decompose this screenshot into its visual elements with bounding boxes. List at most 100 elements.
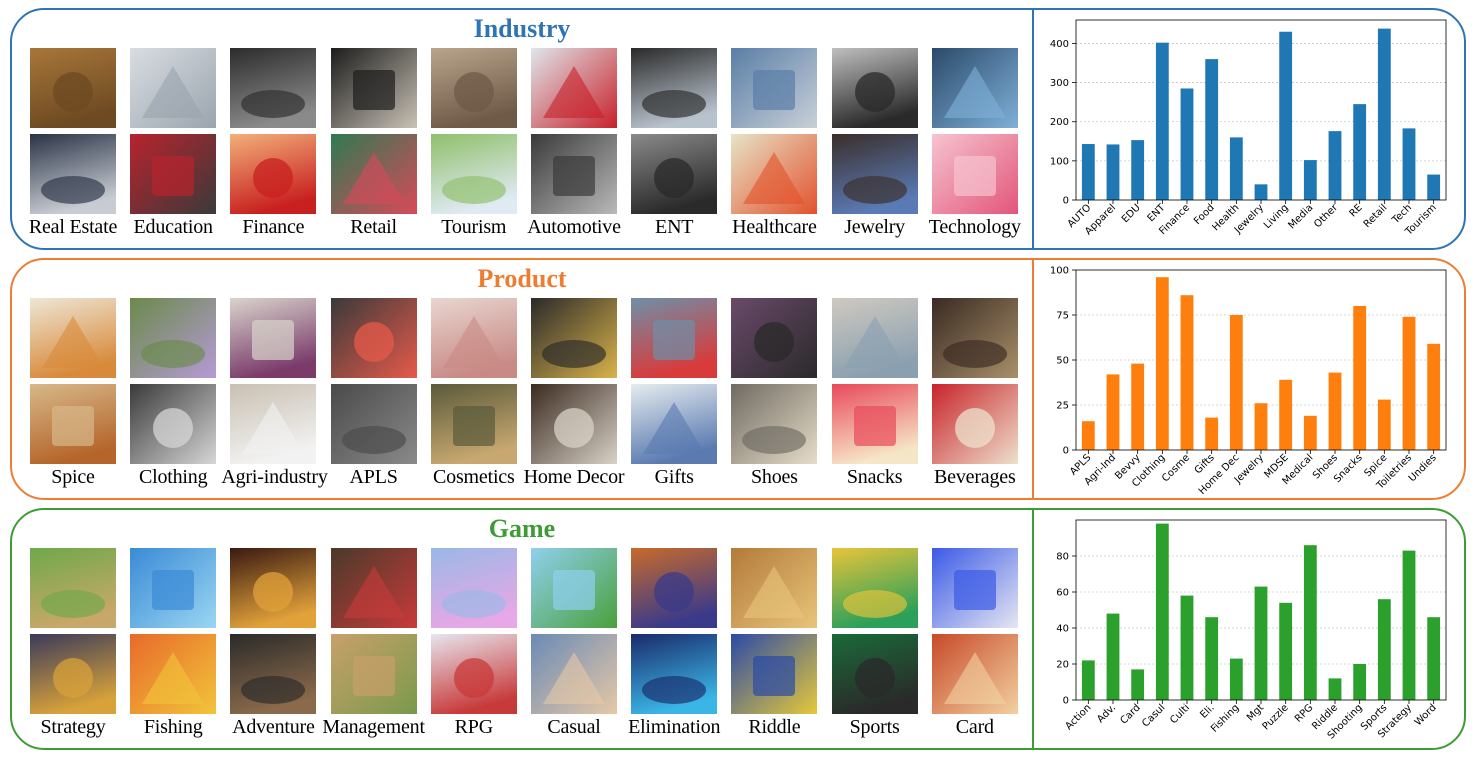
category-label: Jewelry	[844, 216, 905, 238]
couple-illustration-photo	[931, 134, 1018, 214]
bar	[1180, 88, 1194, 200]
bar	[1303, 415, 1317, 450]
bar	[1377, 28, 1391, 200]
category-label: Real Estate	[28, 216, 118, 238]
bar	[1377, 599, 1391, 700]
x-tick-label: Undies	[1407, 452, 1439, 484]
panel-divider	[1032, 260, 1034, 498]
bar	[1279, 602, 1293, 700]
bar	[1402, 550, 1416, 700]
red-car-photo	[531, 48, 617, 128]
watch-photo	[330, 48, 417, 128]
x-tick-label: RE	[1348, 202, 1365, 219]
y-tick-label: 20	[1056, 660, 1069, 671]
bar	[1205, 417, 1219, 450]
y-tick-label: 80	[1056, 552, 1069, 563]
warrior-game-screen	[330, 548, 417, 628]
category-label: RPG	[454, 716, 494, 738]
tea-box-photo	[931, 298, 1018, 378]
x-tick-label: Other	[1312, 202, 1340, 230]
category-label: APLS	[349, 466, 398, 488]
hair-clip-photo	[831, 134, 918, 214]
bar	[1353, 306, 1367, 450]
candied-fruit-photo	[831, 384, 918, 464]
y-tick-label: 100	[1050, 266, 1069, 277]
fruit-puzzle-screen	[731, 634, 818, 714]
game-title: Game	[488, 514, 556, 543]
y-tick-label: 200	[1050, 117, 1069, 128]
bar	[1279, 31, 1293, 200]
bar	[1402, 316, 1416, 450]
campus-photo	[130, 48, 217, 128]
shopping-bag-photo	[330, 134, 417, 214]
category-label: Finance	[242, 216, 305, 238]
x-tick-label: Cosme	[1160, 452, 1192, 484]
industry-title: Industry	[473, 14, 571, 43]
bar	[1254, 184, 1268, 200]
x-tick-label: Media	[1286, 202, 1315, 231]
y-tick-label: 40	[1056, 624, 1069, 635]
bar	[1229, 658, 1243, 700]
category-label: Beverages	[934, 466, 1016, 488]
tetris-game-screen	[631, 634, 718, 714]
phone-bag-photo	[531, 384, 617, 464]
y-tick-label: 50	[1056, 356, 1069, 367]
bar	[1180, 295, 1194, 450]
category-label: Retail	[350, 216, 397, 238]
pan-photo	[330, 298, 417, 378]
bar	[1205, 59, 1219, 201]
category-label: Fishing	[143, 716, 203, 738]
category-label: ENT	[655, 216, 694, 238]
bar	[1155, 42, 1169, 201]
plot-frame	[1075, 19, 1447, 201]
toy-rose-photo	[631, 384, 718, 464]
category-label: Tourism	[441, 216, 507, 238]
x-tick-label: Retail	[1362, 202, 1390, 230]
y-tick-label: 75	[1056, 311, 1069, 322]
liquor-bottles-photo	[531, 298, 617, 378]
plot-frame	[1075, 519, 1447, 701]
x-tick-label: Mgt	[1245, 702, 1266, 723]
bar	[1353, 104, 1367, 200]
costume-figure-photo	[631, 134, 718, 214]
bar	[1254, 403, 1268, 450]
credit-card-photo	[230, 48, 317, 128]
y-tick-label: 60	[1056, 588, 1069, 599]
oils-photo	[430, 384, 517, 464]
industry-panel: Industry Real Estate Education Finance Reta…	[10, 8, 1466, 250]
category-label: Automotive	[527, 216, 621, 238]
x-tick-label: Culti	[1168, 702, 1192, 726]
billiards-game-screen	[831, 634, 918, 714]
y-tick-label: 100	[1050, 156, 1069, 167]
cutlery-photo	[631, 48, 718, 128]
farmer-photo	[230, 384, 317, 464]
door-panel-photo	[30, 134, 116, 214]
bar	[1328, 678, 1342, 700]
tower-game-screen	[30, 548, 116, 628]
category-label: Clothing	[138, 466, 208, 488]
plot-frame	[1075, 269, 1447, 451]
category-label: Healthcare	[732, 216, 817, 238]
bar	[1427, 174, 1441, 200]
school-sign-photo	[130, 134, 217, 214]
category-label: Snacks	[846, 466, 903, 488]
y-tick-label: 0	[1063, 446, 1069, 457]
bar	[1427, 343, 1441, 450]
bar	[1377, 399, 1391, 450]
bar	[1180, 595, 1194, 700]
category-label: Adventure	[232, 716, 315, 738]
salad-photo	[30, 298, 116, 378]
x-tick-label: Card	[1118, 702, 1142, 726]
bar	[1155, 277, 1169, 450]
bar	[1303, 160, 1317, 200]
mountain-meadow-photo	[430, 134, 517, 214]
bar	[1279, 379, 1293, 450]
camera-photo	[831, 48, 918, 128]
sneakers-photo	[731, 298, 818, 378]
card-table-screen	[931, 548, 1018, 628]
x-tick-label: Living	[1262, 202, 1291, 231]
match3-game-screen	[631, 548, 718, 628]
bar	[1131, 140, 1145, 200]
fish-shooter-screen	[130, 634, 217, 714]
